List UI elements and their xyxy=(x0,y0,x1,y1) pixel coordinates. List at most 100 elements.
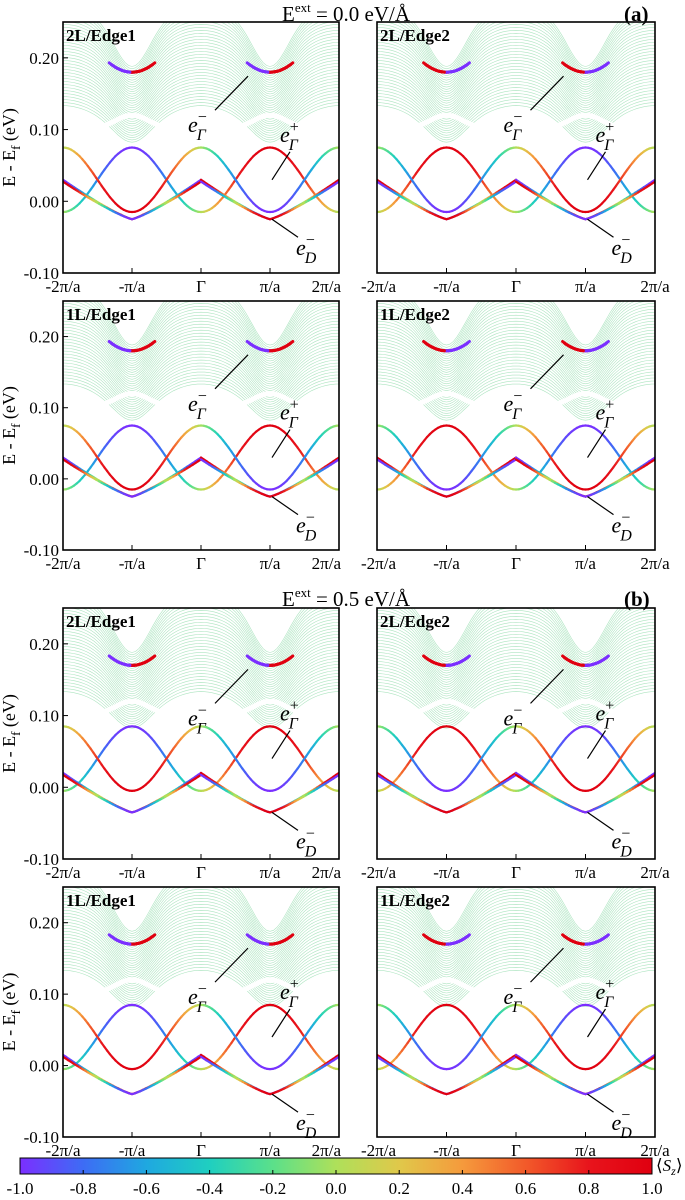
band-gap-stripe xyxy=(63,977,339,994)
label-e-gamma-plus: e+ Γ xyxy=(596,397,615,432)
label-e-gamma-plus: e+ Γ xyxy=(596,976,615,1011)
x-tick-label: π/a xyxy=(260,1141,281,1160)
y-tick-label: 0.20 xyxy=(29,635,59,654)
x-tick-label: -π/a xyxy=(119,277,146,296)
x-tick-label: Γ xyxy=(511,277,521,296)
bulk-bands xyxy=(377,22,655,143)
y-tick-label: 0.20 xyxy=(29,328,59,347)
y-tick-label: -0.10 xyxy=(24,264,59,283)
x-tick-label: -π/a xyxy=(433,554,460,573)
colorbar-label: ⟨Sz⟩ xyxy=(656,1156,682,1178)
colorbar-tick-label: 0.8 xyxy=(578,1179,599,1198)
x-tick-label: -π/a xyxy=(119,863,146,882)
y-axis-label: E - Ef (eV) xyxy=(0,694,23,773)
bulk-bands xyxy=(63,608,339,729)
x-tick-label: 2π/a xyxy=(312,1141,342,1160)
label-e-gamma-minus: e− Γ xyxy=(188,702,207,737)
x-tick-label: -2π/a xyxy=(45,554,80,573)
colorbar-tick-label: 0.0 xyxy=(325,1179,346,1198)
x-tick-label: Γ xyxy=(511,554,521,573)
y-tick-label: 0.00 xyxy=(29,470,59,489)
y-tick-label: 0.00 xyxy=(29,192,59,211)
x-tick-label: π/a xyxy=(575,863,596,882)
colorbar-tick-label: -0.2 xyxy=(259,1179,286,1198)
label-e-gamma-minus: e− Γ xyxy=(188,388,207,423)
band-gap-stripe xyxy=(377,112,655,130)
panel-label: 1L/Edge1 xyxy=(66,305,136,324)
label-e-d-minus: e− D xyxy=(612,1107,633,1142)
section-b-header: Eext = 0.5 eV/Å (b) xyxy=(282,585,650,611)
x-tick-label: 2π/a xyxy=(312,277,342,296)
y-tick-label: 0.10 xyxy=(29,121,59,140)
x-tick-label: -2π/a xyxy=(361,277,396,296)
panel-a-1l-edge1: 1L/Edge1 -0.10 0.00 0.10 0.20 E - Ef (eV) -2π/… xyxy=(0,300,342,573)
label-e-d-minus: e− D xyxy=(296,232,317,267)
x-tick-label: Γ xyxy=(196,1141,206,1160)
panel-b-2l-edge1: 2L/Edge1 -0.10 0.00 0.10 0.20 E - Ef (eV) -2π/… xyxy=(0,607,342,882)
x-tick-label: π/a xyxy=(260,554,281,573)
band-gap-stripe xyxy=(377,698,655,716)
band-gap-stripe xyxy=(63,112,339,130)
label-e-d-minus: e− D xyxy=(612,510,633,545)
svg-text:Eext = 0.5 eV/Å: Eext = 0.5 eV/Å xyxy=(282,585,411,611)
x-tick-label: -π/a xyxy=(433,863,460,882)
y-axis-label: E - Ef (eV) xyxy=(0,386,23,465)
x-tick-label: -π/a xyxy=(119,1141,146,1160)
label-e-gamma-plus: e+ Γ xyxy=(280,119,299,154)
edge-states xyxy=(63,340,339,498)
x-tick-label: -π/a xyxy=(119,554,146,573)
label-e-d-minus: e− D xyxy=(612,825,633,860)
x-tick-label: 2π/a xyxy=(312,554,342,573)
label-e-gamma-minus: e− Γ xyxy=(504,981,523,1016)
y-tick-label: 0.00 xyxy=(29,1057,59,1076)
edge-states xyxy=(63,61,339,221)
label-e-gamma-plus: e+ Γ xyxy=(280,698,299,733)
x-tick-label: -2π/a xyxy=(361,863,396,882)
edge-states xyxy=(63,654,339,814)
x-tick-label: 2π/a xyxy=(640,554,670,573)
y-tick-label: 0.20 xyxy=(29,914,59,933)
y-tick-label: 0.10 xyxy=(29,707,59,726)
x-tick-label: Γ xyxy=(196,863,206,882)
x-tick-label: π/a xyxy=(575,277,596,296)
x-tick-label: -2π/a xyxy=(45,863,80,882)
x-tick-label: -2π/a xyxy=(361,1141,396,1160)
edge-states xyxy=(377,340,655,498)
x-tick-label: -π/a xyxy=(433,1141,460,1160)
x-tick-label: π/a xyxy=(575,554,596,573)
colorbar-tick-label: 0.6 xyxy=(515,1179,536,1198)
x-tick-label: -π/a xyxy=(433,277,460,296)
band-gap-stripe xyxy=(63,698,339,716)
label-e-gamma-plus: e+ Γ xyxy=(596,698,615,733)
panel-label: 2L/Edge2 xyxy=(380,26,450,45)
edge-states xyxy=(377,933,655,1096)
edge-states xyxy=(63,933,339,1096)
x-tick-label: Γ xyxy=(196,554,206,573)
label-e-gamma-minus: e− Γ xyxy=(188,109,207,144)
edge-states xyxy=(377,61,655,221)
label-e-gamma-plus: e+ Γ xyxy=(596,119,615,154)
band-gap-stripe xyxy=(377,390,655,408)
y-tick-label: 0.00 xyxy=(29,778,59,797)
band-gap-stripe xyxy=(63,390,339,408)
y-tick-label: -0.10 xyxy=(24,1128,59,1147)
x-tick-label: -2π/a xyxy=(361,554,396,573)
label-e-gamma-minus: e− Γ xyxy=(188,981,207,1016)
label-e-gamma-plus: e+ Γ xyxy=(280,976,299,1011)
y-tick-label: 0.10 xyxy=(29,399,59,418)
x-tick-label: π/a xyxy=(260,277,281,296)
label-e-gamma-minus: e− Γ xyxy=(504,388,523,423)
panel-label: 1L/Edge2 xyxy=(380,891,450,910)
spin-colorbar: -1.0 -0.8 -0.6 -0.4 -0.2 0.0 0.2 0.4 0.6 0.8 1.0⟨S… xyxy=(7,1156,683,1198)
panel-label: 2L/Edge1 xyxy=(66,26,136,45)
x-tick-label: 2π/a xyxy=(312,863,342,882)
colorbar-tick-label: -0.4 xyxy=(196,1179,223,1198)
x-tick-label: π/a xyxy=(575,1141,596,1160)
bulk-bands xyxy=(63,22,339,143)
bulk-bands xyxy=(377,887,655,1008)
label-e-d-minus: e− D xyxy=(296,510,317,545)
